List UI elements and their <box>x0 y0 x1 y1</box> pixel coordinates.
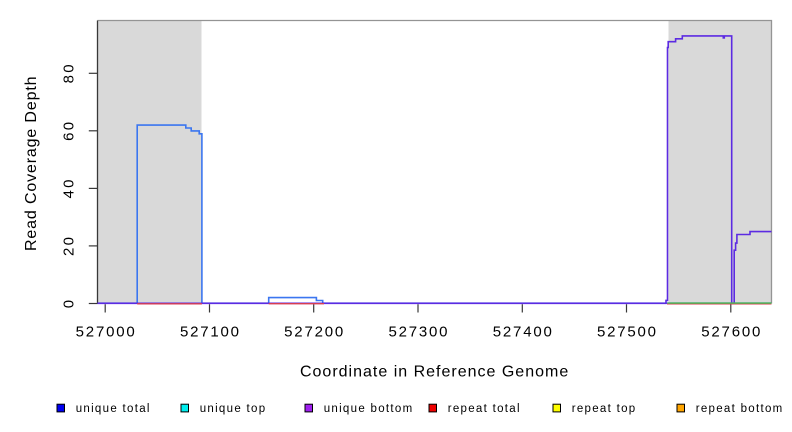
svg-text:527100: 527100 <box>180 324 241 341</box>
svg-text:0: 0 <box>60 298 77 309</box>
svg-text:Coordinate in Reference Genome: Coordinate in Reference Genome <box>300 363 569 380</box>
svg-text:527300: 527300 <box>388 324 449 341</box>
svg-text:527600: 527600 <box>701 324 762 341</box>
svg-text:unique top: unique top <box>200 403 267 415</box>
svg-text:unique bottom: unique bottom <box>324 403 414 415</box>
svg-text:80: 80 <box>60 62 77 83</box>
svg-text:527000: 527000 <box>76 324 137 341</box>
svg-text:Read Coverage Depth: Read Coverage Depth <box>23 76 40 251</box>
svg-text:repeat total: repeat total <box>448 403 521 415</box>
svg-text:20: 20 <box>60 235 77 256</box>
svg-text:repeat top: repeat top <box>572 403 637 415</box>
svg-text:60: 60 <box>60 120 77 141</box>
svg-text:40: 40 <box>60 177 77 198</box>
svg-text:527200: 527200 <box>284 324 345 341</box>
svg-text:unique total: unique total <box>76 403 151 415</box>
svg-text:527500: 527500 <box>597 324 658 341</box>
svg-text:527400: 527400 <box>493 324 554 341</box>
svg-text:repeat bottom: repeat bottom <box>696 403 784 415</box>
